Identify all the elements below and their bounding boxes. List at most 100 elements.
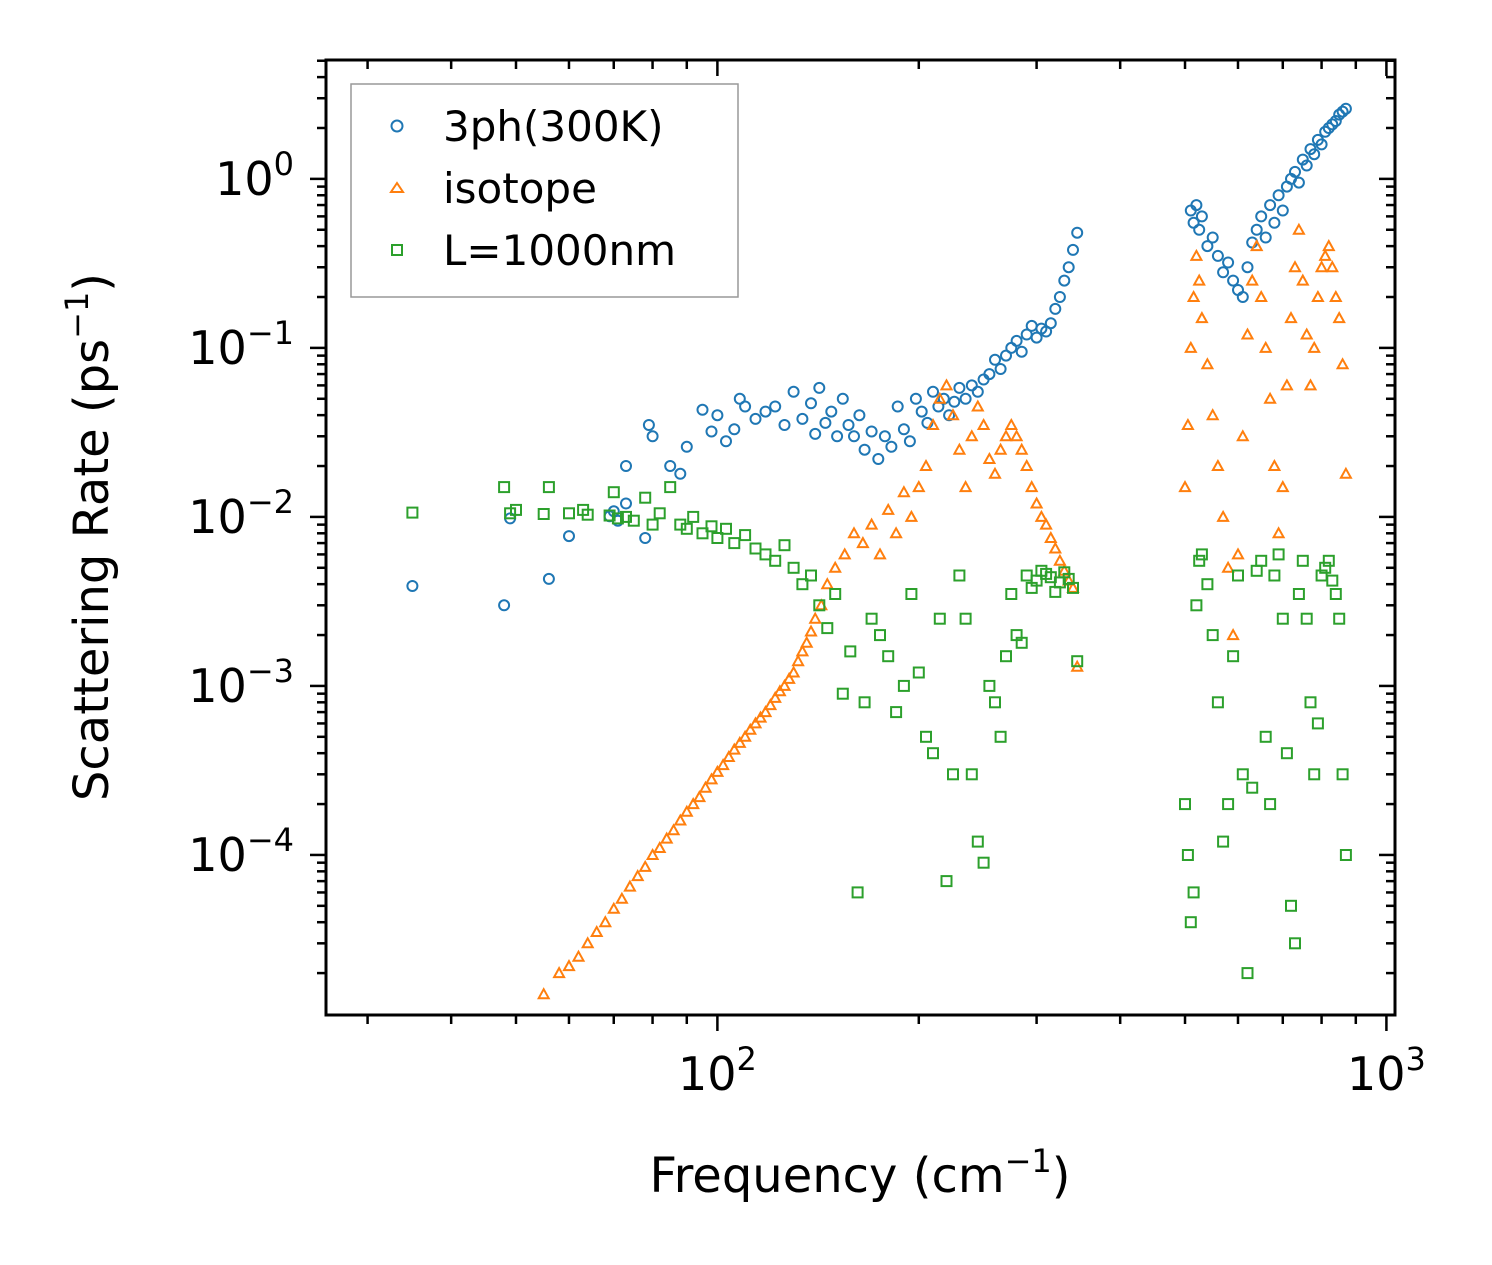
point-boundary xyxy=(653,507,666,520)
point-boundary xyxy=(1333,612,1346,625)
point-isotope xyxy=(791,654,805,667)
y-tick-exp: −4 xyxy=(247,821,294,859)
point-3ph xyxy=(1071,226,1084,239)
legend-label-3ph: 3ph(300K) xyxy=(443,102,663,151)
point-isotope xyxy=(1192,273,1206,286)
point-isotope xyxy=(988,466,1002,479)
point-isotope xyxy=(686,797,700,810)
point-boundary xyxy=(1201,578,1214,591)
point-boundary xyxy=(711,532,724,544)
point-isotope xyxy=(738,729,752,742)
point-isotope xyxy=(864,517,879,530)
point-isotope xyxy=(1029,496,1044,509)
point-boundary xyxy=(813,599,826,612)
point-isotope xyxy=(1020,458,1034,471)
point-isotope xyxy=(1034,509,1049,522)
x-tick-base: 10 xyxy=(1347,1047,1406,1101)
point-isotope xyxy=(926,417,940,430)
point-3ph xyxy=(1308,148,1321,161)
point-3ph xyxy=(1326,118,1339,131)
point-isotope xyxy=(820,577,834,590)
point-3ph xyxy=(1292,176,1305,189)
point-boundary xyxy=(927,747,939,760)
point-3ph xyxy=(805,397,817,410)
point-isotope xyxy=(1314,260,1329,273)
point-isotope xyxy=(1250,239,1264,252)
point-isotope xyxy=(873,547,887,560)
point-boundary xyxy=(1211,696,1224,709)
point-isotope xyxy=(673,813,687,826)
point-3ph xyxy=(858,443,871,456)
point-isotope xyxy=(999,429,1013,442)
legend-marker-isotope xyxy=(389,181,405,193)
point-isotope xyxy=(692,790,707,803)
point-isotope xyxy=(607,901,621,914)
point-isotope xyxy=(1186,289,1201,302)
point-3ph xyxy=(885,440,898,453)
point-3ph xyxy=(1195,210,1208,223)
point-boundary xyxy=(787,561,800,574)
point-3ph xyxy=(878,430,891,443)
point-boundary xyxy=(1336,768,1349,781)
point-isotope xyxy=(638,859,652,872)
point-isotope xyxy=(666,823,681,836)
point-3ph xyxy=(848,430,860,443)
point-isotope xyxy=(581,936,595,949)
point-isotope xyxy=(1325,260,1339,273)
point-isotope xyxy=(1178,480,1192,493)
point-boundary xyxy=(983,679,996,692)
point-isotope xyxy=(1332,311,1346,324)
point-isotope xyxy=(537,987,551,1000)
point-isotope xyxy=(1276,480,1290,493)
point-3ph xyxy=(831,430,844,443)
point-3ph xyxy=(720,435,732,448)
point-boundary xyxy=(851,886,864,899)
point-boundary xyxy=(994,730,1007,743)
point-3ph xyxy=(1053,291,1066,303)
point-boundary xyxy=(882,650,895,663)
point-3ph xyxy=(1255,210,1268,223)
point-boundary xyxy=(1319,561,1332,574)
point-isotope xyxy=(768,690,782,703)
point-isotope xyxy=(758,705,773,718)
legend-marker-boundary xyxy=(391,244,403,256)
point-boundary xyxy=(563,507,575,520)
point-boundary xyxy=(1304,696,1317,709)
point-isotope xyxy=(965,429,979,442)
y-tick-label: 100 xyxy=(215,145,294,206)
point-boundary xyxy=(897,679,910,692)
point-isotope xyxy=(777,678,792,691)
point-boundary xyxy=(874,629,886,642)
point-isotope xyxy=(733,735,747,748)
point-3ph xyxy=(1259,231,1272,244)
point-boundary xyxy=(739,529,752,542)
point-3ph xyxy=(932,400,945,413)
point-3ph xyxy=(909,392,922,405)
y-tick-exp: −1 xyxy=(247,314,294,352)
point-3ph xyxy=(642,419,655,431)
point-boundary xyxy=(1071,655,1084,668)
point-3ph xyxy=(953,381,966,394)
point-boundary xyxy=(498,481,511,494)
point-isotope xyxy=(1211,458,1225,471)
point-3ph xyxy=(1296,153,1309,166)
point-isotope xyxy=(904,509,919,522)
point-3ph xyxy=(1329,115,1342,127)
x-tick-labels: 102 103 xyxy=(678,1040,1426,1101)
point-3ph xyxy=(664,460,677,472)
point-isotope xyxy=(1339,466,1353,479)
point-3ph xyxy=(994,363,1007,375)
point-3ph xyxy=(1268,216,1281,229)
point-isotope xyxy=(598,915,612,928)
series-2 xyxy=(406,481,1352,980)
point-isotope xyxy=(710,764,725,777)
point-3ph xyxy=(1289,165,1301,178)
point-boundary xyxy=(1227,650,1240,663)
point-isotope xyxy=(1025,480,1039,493)
point-boundary xyxy=(1264,798,1277,811)
point-boundary xyxy=(1285,899,1297,912)
point-isotope xyxy=(1221,560,1235,573)
point-3ph xyxy=(1236,291,1249,303)
point-boundary xyxy=(947,768,959,781)
point-isotope xyxy=(1236,429,1250,442)
